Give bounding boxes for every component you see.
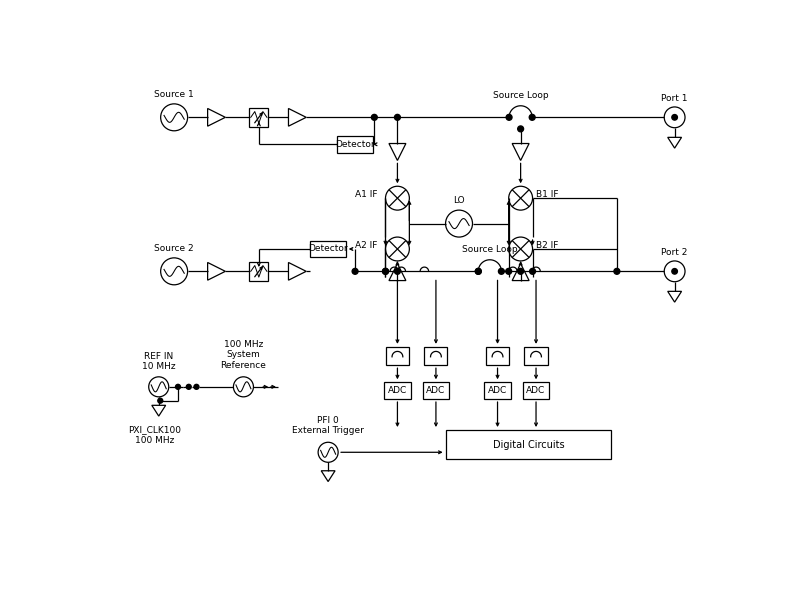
Text: LO: LO [453,196,465,206]
Bar [310,241,346,258]
Text: PXI_CLK100
100 MHz: PXI_CLK100 100 MHz [128,425,181,445]
Circle shape [530,269,535,274]
Text: ADC: ADC [527,386,546,395]
Bar [423,382,449,399]
Text: 100 MHz
System
Reference: 100 MHz System Reference [220,340,266,370]
Text: Source Loop: Source Loop [462,245,518,255]
Circle shape [383,269,388,274]
Text: A1 IF: A1 IF [355,190,378,199]
Text: ADC: ADC [426,386,446,395]
Circle shape [394,269,401,274]
Circle shape [672,269,677,274]
Circle shape [194,384,199,389]
Text: Source Loop: Source Loop [493,91,548,100]
Bar [249,108,268,127]
Circle shape [518,269,524,274]
Bar [486,347,509,365]
Text: Detector: Detector [308,245,348,253]
Text: Detector: Detector [335,140,375,149]
Text: PFI 0
External Trigger: PFI 0 External Trigger [292,416,364,435]
Circle shape [394,114,401,120]
Text: ADC: ADC [388,386,407,395]
Text: ADC: ADC [488,386,507,395]
Text: Source 2: Source 2 [154,244,194,253]
Bar [386,347,409,365]
Circle shape [518,126,524,132]
Text: Port 2: Port 2 [661,248,687,256]
Circle shape [506,269,512,274]
Bar [337,136,373,153]
Circle shape [614,269,620,274]
Circle shape [176,384,181,389]
Text: REF IN
10 MHz: REF IN 10 MHz [142,352,176,371]
Bar [249,262,268,281]
Text: Source 1: Source 1 [154,90,194,99]
Circle shape [352,269,358,274]
Circle shape [475,269,482,274]
Circle shape [529,114,535,120]
Circle shape [158,398,162,403]
Circle shape [506,114,512,120]
Circle shape [475,269,482,274]
Text: B2 IF: B2 IF [536,241,558,250]
Bar [523,382,549,399]
Bar [384,382,410,399]
Bar [446,430,611,459]
Bar [485,382,511,399]
Circle shape [371,114,377,120]
Circle shape [186,384,191,389]
Bar [425,347,447,365]
Text: Port 1: Port 1 [661,94,688,103]
Circle shape [672,114,677,120]
Circle shape [383,269,388,274]
Text: B1 IF: B1 IF [536,190,558,199]
Bar [524,347,547,365]
Text: Digital Circuits: Digital Circuits [493,439,564,450]
Text: A2 IF: A2 IF [355,241,378,250]
Circle shape [498,269,505,274]
